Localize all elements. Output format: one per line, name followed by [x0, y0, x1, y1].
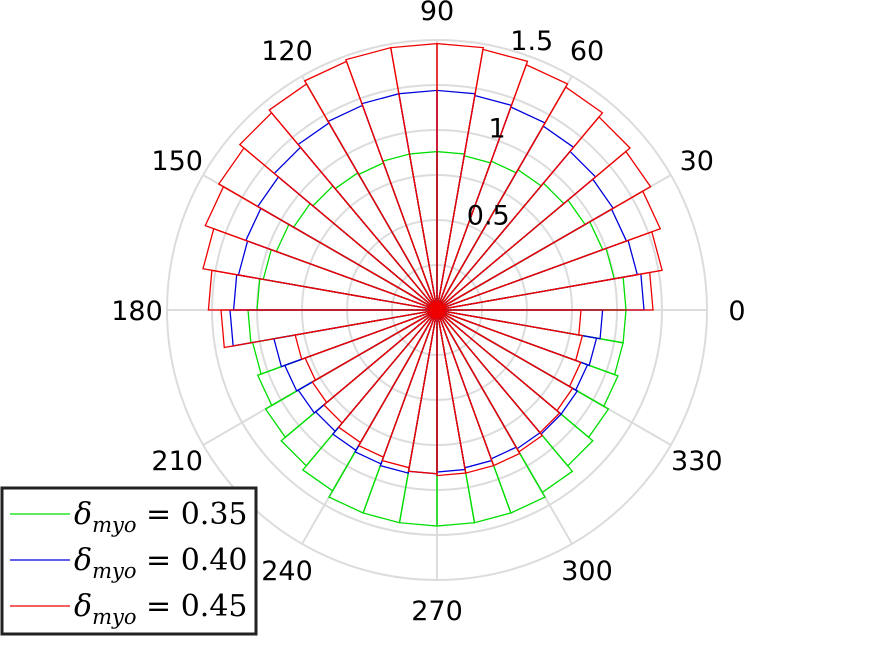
angle-tick-label: 90	[420, 0, 454, 27]
histogram-bin	[297, 122, 438, 311]
legend-entry: δmyo = 0.45	[10, 589, 248, 629]
histogram-bin	[436, 48, 529, 311]
histogram-bars	[202, 42, 663, 527]
radius-tick-label: 1	[489, 113, 506, 144]
histogram-bin	[436, 309, 574, 412]
histogram-bin	[264, 309, 438, 439]
angle-tick-label: 180	[111, 296, 163, 327]
histogram-bin	[256, 175, 438, 311]
angle-tick-label: 60	[570, 36, 604, 67]
legend-label: δmyo = 0.45	[74, 589, 248, 629]
histogram-bin	[436, 199, 587, 311]
legend-box	[0, 486, 258, 636]
angle-tick-labels: 0 30 60 90 120 150 180 210 240 270 300 330	[111, 0, 745, 627]
angle-tick-label: 30	[680, 146, 714, 177]
histogram-bin	[311, 309, 438, 404]
legend-label: δmyo = 0.35	[74, 497, 248, 537]
angle-tick-label: 240	[261, 556, 313, 587]
histogram-bin	[436, 309, 574, 494]
legend-entry: δmyo = 0.40	[10, 543, 248, 583]
angle-tick-label: 150	[151, 146, 203, 177]
legend-entry: δmyo = 0.35	[10, 497, 248, 537]
histogram-bin	[436, 309, 582, 336]
legend-label: δmyo = 0.40	[74, 543, 248, 583]
histogram-bin	[337, 309, 438, 444]
histogram-bin	[334, 171, 438, 311]
angle-tick-label: 210	[151, 446, 203, 477]
radius-tick-label: 0.5	[467, 201, 510, 232]
angle-tick-label: 0	[728, 296, 745, 327]
series-3	[202, 42, 663, 477]
legend: δmyo = 0.35 δmyo = 0.40 δmyo = 0.45	[0, 486, 258, 636]
radius-tick-label: 1.5	[510, 26, 553, 57]
angle-tick-label: 330	[671, 446, 723, 477]
histogram-bin	[301, 309, 438, 492]
angle-tick-label: 270	[411, 596, 463, 627]
radius-tick-labels: 0.5 1 1.5	[467, 26, 553, 232]
angle-tick-label: 300	[561, 556, 613, 587]
angle-tick-label: 120	[261, 36, 313, 67]
histogram-bin	[436, 309, 544, 453]
